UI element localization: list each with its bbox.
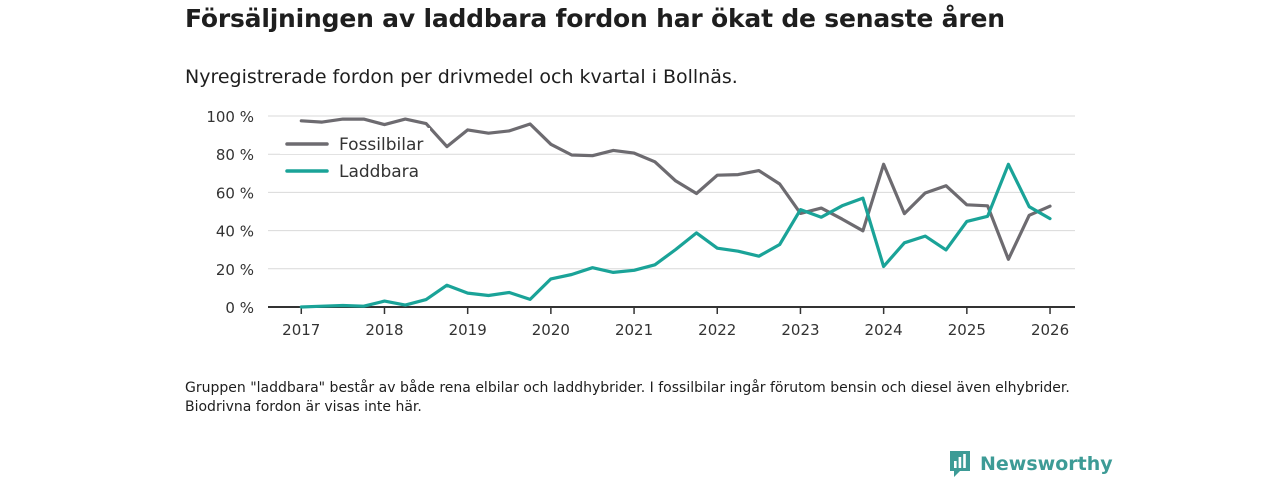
x-tick-label: 2020 [532, 321, 570, 339]
legend-label-fossilbilar: Fossilbilar [339, 135, 423, 155]
series-line-fossilbilar [299, 117, 1052, 261]
y-tick-label: 20 % [216, 261, 254, 279]
x-tick-label: 2017 [282, 321, 320, 339]
y-tick-label: 0 % [225, 299, 254, 317]
y-tick-label: 80 % [216, 146, 254, 164]
legend-label-laddbara: Laddbara [339, 162, 419, 182]
chart-subtitle: Nyregistrerade fordon per drivmedel och … [185, 66, 738, 88]
x-tick-label: 2021 [615, 321, 653, 339]
footnote: Gruppen "laddbara" består av både rena e… [185, 380, 1070, 415]
x-tick-label: 2022 [698, 321, 736, 339]
legend-background [280, 128, 430, 154]
x-tick-label: 2025 [948, 321, 986, 339]
x-tick-label: 2026 [1031, 321, 1069, 339]
newsworthy-logo: Newsworthy [948, 449, 1113, 479]
x-tick-label: 2018 [365, 321, 403, 339]
chart-title: Försäljningen av laddbara fordon har öka… [185, 4, 1005, 33]
x-tick-label: 2024 [865, 321, 903, 339]
y-tick-label: 40 % [216, 223, 254, 241]
y-tick-label: 100 % [206, 108, 254, 126]
series-line-laddbara [299, 162, 1052, 309]
newsworthy-brand-name: Newsworthy [980, 453, 1113, 475]
x-tick-label: 2019 [449, 321, 487, 339]
y-tick-label: 60 % [216, 184, 254, 202]
x-tick-label: 2023 [781, 321, 819, 339]
newsworthy-logo-icon [950, 451, 970, 477]
legend-background [280, 155, 430, 181]
